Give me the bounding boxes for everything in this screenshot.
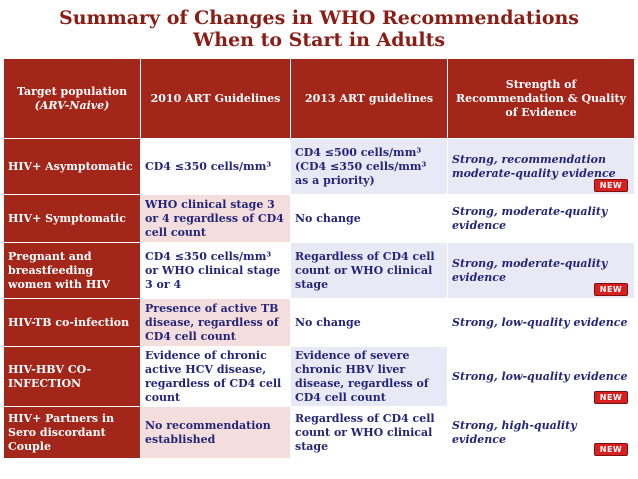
population-cell: HIV+ Symptomatic xyxy=(3,194,141,243)
guideline-2013-cell: CD4 ≤500 cells/mm³ (CD4 ≤350 cells/mm³ a… xyxy=(290,138,448,195)
guideline-2010-cell: WHO clinical stage 3 or 4 regardless of … xyxy=(140,194,291,243)
guideline-2013-cell: No change xyxy=(290,298,448,347)
header-2013-guidelines: 2013 ART guidelines xyxy=(290,58,448,139)
guideline-2013-cell: No change xyxy=(290,194,448,243)
title-line-1: Summary of Changes in WHO Recommendation… xyxy=(58,7,580,29)
strength-text: Strong, moderate-quality evidence xyxy=(452,256,608,284)
population-cell: HIV+ Partners in Sero discordant Couple xyxy=(3,406,141,459)
new-badge: NEW xyxy=(594,391,628,404)
strength-cell: Strong, moderate-quality evidence NEW xyxy=(447,242,635,299)
population-cell: HIV-TB co-infection xyxy=(3,298,141,347)
strength-text: Strong, recommendation moderate-quality … xyxy=(452,152,616,180)
guideline-2010-cell: Presence of active TB disease, regardles… xyxy=(140,298,291,347)
guideline-2010-cell: Evidence of chronic active HCV disease, … xyxy=(140,346,291,407)
strength-cell: Strong, moderate-quality evidence xyxy=(447,194,635,243)
header-population-sub: (ARV-Naive) xyxy=(34,98,110,112)
guideline-2013-cell: Regardless of CD4 cell count or WHO clin… xyxy=(290,242,448,299)
strength-text: Strong, moderate-quality evidence xyxy=(452,204,608,232)
strength-cell: Strong, low-quality evidence NEW xyxy=(447,346,635,407)
new-badge: NEW xyxy=(594,179,628,192)
guideline-2013-cell: Evidence of severe chronic HBV liver dis… xyxy=(290,346,448,407)
slide-title: Summary of Changes in WHO Recommendation… xyxy=(0,0,638,58)
recommendations-table: Target population (ARV-Naive) 2010 ART G… xyxy=(3,58,635,459)
strength-cell: Strong, recommendation moderate-quality … xyxy=(447,138,635,195)
title-line-2: When to Start in Adults xyxy=(192,29,446,51)
table-row: HIV+ Asymptomatic CD4 ≤350 cells/mm³ CD4… xyxy=(3,138,635,195)
header-2010-guidelines: 2010 ART Guidelines xyxy=(140,58,291,139)
header-population-label: Target population xyxy=(16,84,128,98)
new-badge: NEW xyxy=(594,443,628,456)
table-row: HIV-HBV CO-INFECTION Evidence of chronic… xyxy=(3,346,635,407)
strength-cell: Strong, high-quality evidence NEW xyxy=(447,406,635,459)
guideline-2010-cell: No recommendation established xyxy=(140,406,291,459)
guideline-2010-cell: CD4 ≤350 cells/mm³ xyxy=(140,138,291,195)
table-row: HIV-TB co-infection Presence of active T… xyxy=(3,298,635,347)
table-row: HIV+ Symptomatic WHO clinical stage 3 or… xyxy=(3,194,635,243)
population-cell: HIV+ Asymptomatic xyxy=(3,138,141,195)
header-strength: Strength of Recommendation & Quality of … xyxy=(447,58,635,139)
strength-cell: Strong, low-quality evidence xyxy=(447,298,635,347)
population-cell: Pregnant and breastfeeding women with HI… xyxy=(3,242,141,299)
table-header-row: Target population (ARV-Naive) 2010 ART G… xyxy=(3,58,635,139)
strength-text: Strong, low-quality evidence xyxy=(452,369,628,383)
strength-text: Strong, high-quality evidence xyxy=(452,418,577,446)
new-badge: NEW xyxy=(594,283,628,296)
table-row: Pregnant and breastfeeding women with HI… xyxy=(3,242,635,299)
strength-text: Strong, low-quality evidence xyxy=(452,315,628,329)
guideline-2010-cell: CD4 ≤350 cells/mm³ or WHO clinical stage… xyxy=(140,242,291,299)
population-cell: HIV-HBV CO-INFECTION xyxy=(3,346,141,407)
table-row: HIV+ Partners in Sero discordant Couple … xyxy=(3,406,635,459)
guideline-2013-cell: Regardless of CD4 cell count or WHO clin… xyxy=(290,406,448,459)
header-target-population: Target population (ARV-Naive) xyxy=(3,58,141,139)
